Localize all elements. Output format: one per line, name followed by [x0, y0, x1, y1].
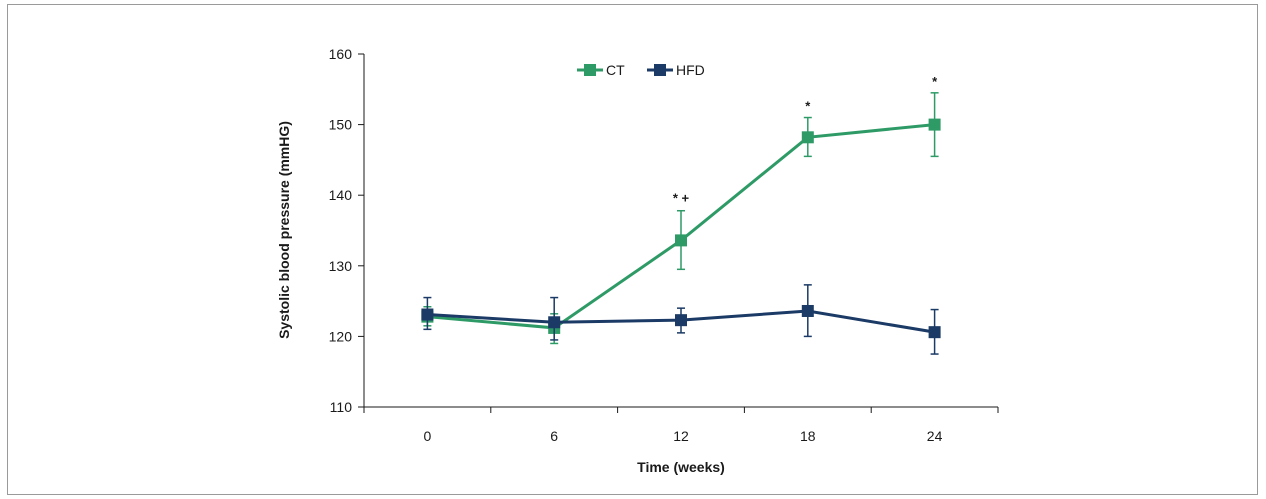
significance-annotation: *	[805, 98, 811, 113]
data-point	[801, 304, 814, 317]
x-axis-title: Time (weeks)	[637, 459, 725, 475]
axes: 110 120 130 140 150 160 0 6 12 18 24	[329, 46, 999, 444]
data-point	[548, 316, 561, 329]
legend-label: CT	[606, 62, 625, 78]
y-axis-title: Systolic blood pressure (mmHG)	[276, 121, 292, 339]
x-tick-label: 24	[927, 428, 943, 444]
series-ct	[421, 92, 941, 345]
data-point	[928, 118, 941, 131]
x-tick-label: 0	[424, 428, 432, 444]
x-tick-label: 18	[800, 428, 816, 444]
data-point	[801, 131, 814, 144]
legend: CT HFD	[577, 62, 705, 78]
series-hfd	[421, 284, 941, 355]
legend-item-hfd: HFD	[647, 62, 705, 78]
data-point	[421, 308, 434, 321]
y-tick-label: 130	[329, 258, 353, 274]
data-point	[928, 326, 941, 339]
y-tick-label: 120	[329, 328, 353, 344]
data-point	[675, 234, 687, 247]
data-point	[675, 314, 687, 327]
chart-frame	[7, 4, 1258, 495]
legend-marker	[584, 64, 596, 76]
annotations: * + * *	[673, 74, 938, 205]
significance-annotation: * +	[673, 190, 690, 205]
y-tick-label: 150	[329, 117, 353, 133]
legend-label: HFD	[676, 62, 705, 78]
legend-marker	[654, 64, 666, 76]
y-tick-label: 140	[329, 187, 353, 203]
y-tick-label: 160	[329, 46, 353, 62]
y-tick-label: 110	[330, 399, 353, 415]
legend-item-ct: CT	[577, 62, 625, 78]
x-tick-label: 6	[550, 428, 558, 444]
significance-annotation: *	[932, 74, 938, 89]
series-layer	[421, 92, 941, 355]
x-tick-label: 12	[673, 428, 689, 444]
